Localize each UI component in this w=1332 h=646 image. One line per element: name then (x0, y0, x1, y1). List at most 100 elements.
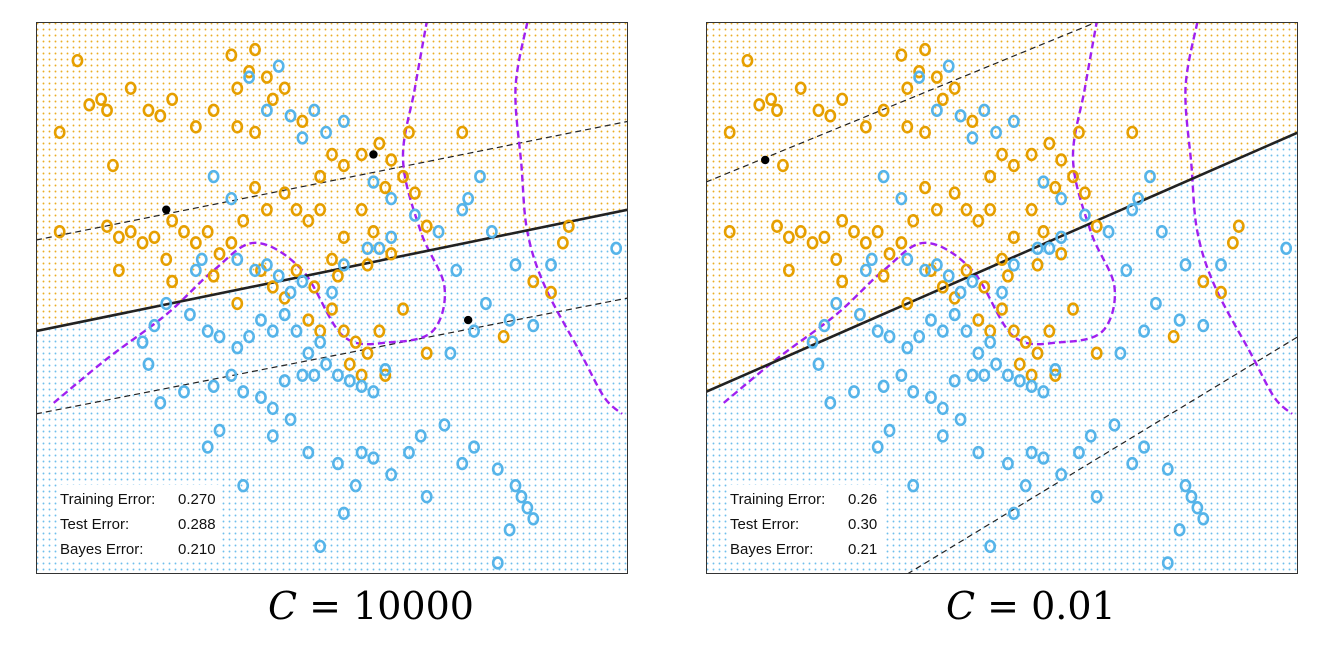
blue-point (1197, 318, 1210, 333)
orange-point (337, 158, 350, 173)
training-error-label: Training Error: (60, 491, 156, 508)
orange-point (83, 98, 96, 112)
support-vector-point (369, 150, 378, 159)
blue-point (349, 478, 362, 493)
blue-point (296, 131, 309, 145)
blue-point (877, 169, 890, 184)
blue-point (527, 318, 540, 333)
blue-point (1161, 462, 1174, 476)
blue-point (284, 285, 297, 300)
training-error-label: Training Error: (730, 491, 826, 508)
blue-point (142, 357, 155, 371)
margin-line-lower (36, 297, 628, 415)
orange-point (818, 230, 831, 244)
blue-point (231, 340, 244, 355)
orange-point (53, 225, 66, 239)
blue-point (272, 59, 285, 73)
blue-point (266, 429, 279, 443)
blue-point (1126, 456, 1139, 471)
caption-variable: C (946, 584, 976, 628)
orange-point (1078, 186, 1091, 200)
blue-point (865, 252, 878, 267)
orange-point (1037, 225, 1050, 239)
blue-point (936, 429, 949, 443)
orange-point (260, 202, 273, 217)
blue-point (414, 429, 427, 443)
blue-point (1043, 241, 1056, 256)
blue-point (1090, 490, 1103, 504)
blue-point (320, 357, 332, 371)
blue-point (503, 523, 516, 537)
blue-point (367, 175, 380, 189)
blue-point (337, 506, 350, 520)
blue-point (278, 307, 291, 322)
blue-point (1179, 258, 1192, 272)
support-vector-point (463, 315, 473, 325)
orange-point (984, 202, 997, 217)
blue-point (480, 296, 492, 311)
blue-point (1073, 445, 1085, 460)
blue-point (895, 191, 908, 206)
caption-left: C = 10000 (268, 584, 474, 628)
orange-point (1025, 147, 1038, 162)
orange-point (367, 225, 380, 239)
blue-point (408, 208, 421, 222)
bayes-error-label: Bayes Error: (60, 541, 144, 558)
orange-point (972, 313, 985, 327)
blue-point (468, 440, 480, 454)
orange-point (107, 158, 119, 173)
bayes-boundary-curve-0 (722, 22, 1117, 404)
blue-point (337, 114, 350, 129)
orange-point (349, 335, 362, 349)
orange-point (948, 186, 961, 200)
orange-point (1007, 324, 1020, 338)
test-error-label: Test Error: (60, 516, 130, 533)
test-error-label: Test Error: (730, 516, 800, 533)
orange-point (408, 186, 421, 200)
orange-point (1049, 180, 1062, 195)
blue-point (907, 478, 920, 493)
orange-point (1007, 158, 1020, 173)
blue-point (1037, 385, 1050, 399)
orange-point (1007, 230, 1020, 244)
orange-point (397, 169, 409, 184)
orange-point (148, 230, 161, 244)
bayes-boundary-curve-1 (1184, 22, 1293, 415)
orange-point (403, 125, 415, 140)
scatter-plot-right (706, 22, 1298, 574)
caption-variable: C (268, 584, 298, 628)
blue-point (527, 512, 540, 526)
blue-point (456, 202, 469, 217)
blue-point (385, 467, 398, 482)
orange-point (189, 236, 202, 250)
orange-point (556, 236, 569, 250)
orange-point (1043, 324, 1056, 338)
blue-point (237, 385, 250, 399)
blue-point (1019, 478, 1032, 493)
blue-point (1037, 175, 1050, 189)
blue-point (195, 252, 208, 267)
blue-point (444, 346, 457, 360)
blue-point (260, 258, 273, 272)
orange-point (765, 92, 778, 106)
blue-point (178, 385, 190, 399)
blue-point (1138, 324, 1150, 338)
margin-line-lower (906, 336, 1298, 574)
blue-point (1037, 451, 1050, 465)
blue-point (296, 274, 309, 289)
blue-point (1179, 478, 1192, 493)
blue-point (1150, 296, 1162, 311)
orange-point (95, 92, 108, 106)
blue-point (1173, 313, 1186, 327)
blue-point (1161, 556, 1174, 570)
caption-value: = 10000 (297, 584, 474, 628)
orange-point (871, 225, 884, 239)
error-summary-left: Training Error: 0.270 Test Error: 0.288 … (58, 485, 222, 562)
orange-point (1031, 346, 1044, 360)
orange-point (859, 120, 872, 134)
orange-point (166, 92, 179, 106)
blue-point (231, 252, 244, 267)
scatter-plot-left (36, 22, 628, 574)
blue-point (859, 263, 872, 278)
orange-point (806, 236, 819, 250)
